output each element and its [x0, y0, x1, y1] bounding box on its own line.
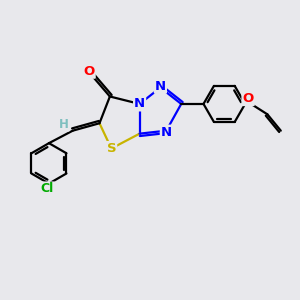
Text: N: N: [161, 126, 172, 139]
Text: H: H: [59, 118, 69, 130]
Text: O: O: [83, 65, 95, 78]
Text: Cl: Cl: [41, 182, 54, 195]
Text: S: S: [106, 142, 116, 155]
Text: N: N: [155, 80, 166, 93]
Text: N: N: [134, 98, 145, 110]
Text: O: O: [242, 92, 254, 105]
